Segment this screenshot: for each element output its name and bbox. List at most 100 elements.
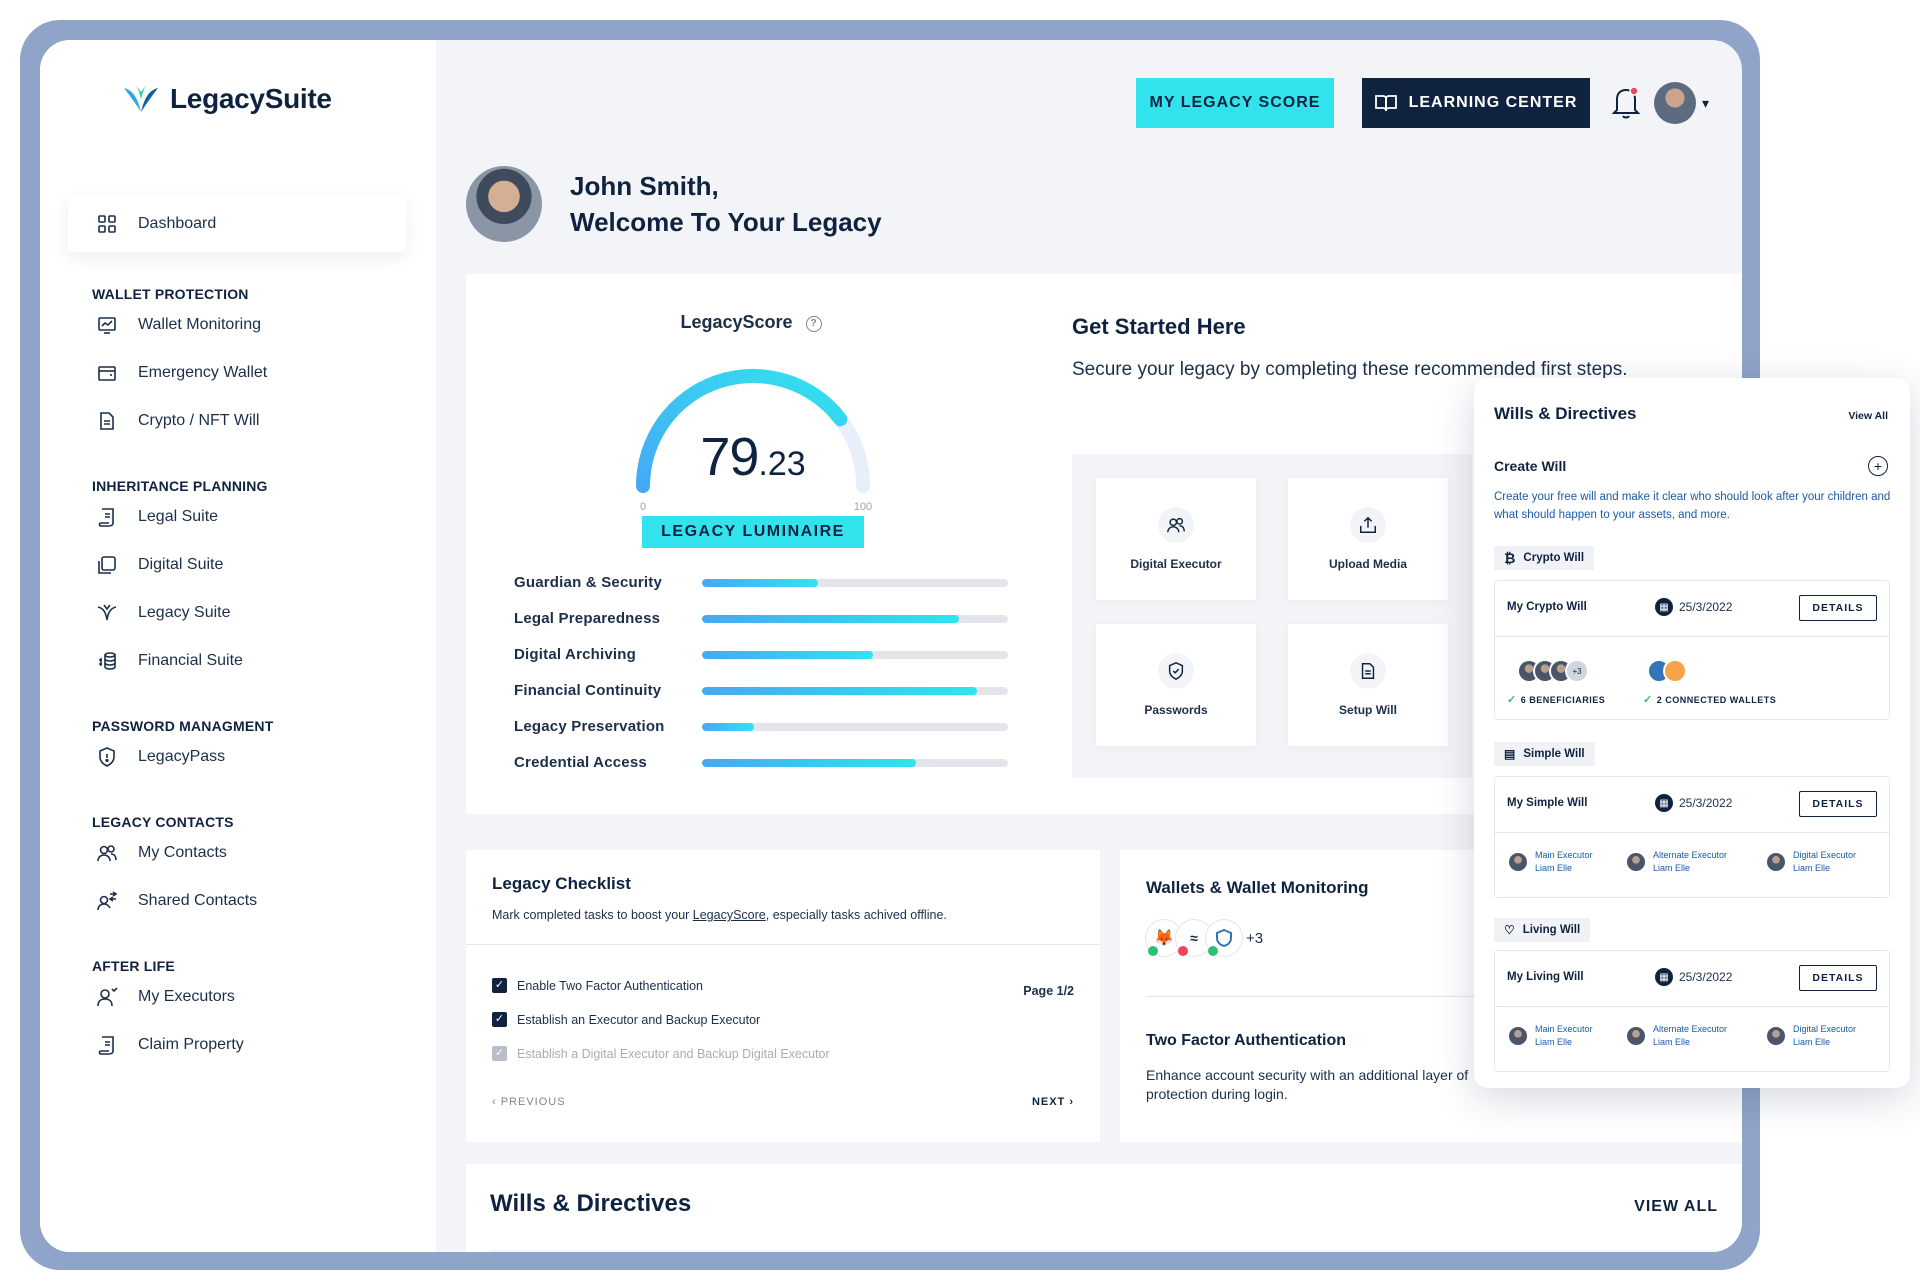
executor: Alternate Executor Liam Elle	[1625, 1023, 1727, 1049]
sidebar-item-legacy-suite[interactable]: Legacy Suite	[96, 598, 231, 628]
sidebar-item-crypto-nft-will[interactable]: Crypto / NFT Will	[96, 406, 259, 436]
wallets-title: Wallets & Wallet Monitoring	[1146, 878, 1369, 897]
avatar	[1625, 851, 1647, 873]
executor: Digital Executor Liam Elle	[1765, 1023, 1856, 1049]
my-legacy-score-button[interactable]: MY LEGACY SCORE	[1136, 78, 1334, 128]
book-icon	[1374, 95, 1397, 112]
create-will-title: Create Will	[1494, 458, 1567, 474]
tile-passwords[interactable]: Passwords	[1096, 624, 1256, 746]
sidebar-item-wallet-monitoring[interactable]: Wallet Monitoring	[96, 310, 261, 340]
legacy-score-title: LegacyScore ?	[466, 312, 1036, 333]
score-bar-track	[702, 578, 1008, 587]
user-avatar-button[interactable]	[1654, 82, 1696, 124]
legacyscore-link[interactable]: LegacyScore	[692, 908, 766, 922]
panel-view-all-link[interactable]: View All	[1848, 410, 1888, 422]
beneficiaries-label: 6 BENEFICIARIES	[1520, 694, 1606, 705]
tile-digital-executor[interactable]: Digital Executor	[1096, 478, 1256, 600]
divider	[466, 944, 1100, 945]
sidebar-item-legacypass[interactable]: LegacyPass	[96, 742, 225, 772]
score-bar-track	[702, 722, 1008, 731]
score-bar-label: Guardian & Security	[514, 574, 663, 591]
checkbox-checked[interactable]: ✓	[492, 1012, 507, 1027]
deed-icon	[98, 1036, 114, 1055]
previous-button[interactable]: ‹ PREVIOUS	[492, 1096, 566, 1108]
sidebar-item-label: Dashboard	[138, 215, 217, 232]
scroll-icon: ▤	[1504, 747, 1516, 761]
checkbox-checked[interactable]: ✓	[492, 978, 507, 993]
plus-icon: +	[1873, 458, 1883, 474]
legacy-checklist-card: Legacy Checklist Mark completed tasks to…	[466, 850, 1100, 1142]
chevron-down-icon[interactable]: ▾	[1702, 95, 1710, 111]
scroll-icon	[98, 508, 114, 527]
sidebar-item-dashboard[interactable]: Dashboard	[68, 196, 406, 252]
wallet-icons[interactable]: 🦊 ≈ +3	[1146, 920, 1263, 956]
get-started-title: Get Started Here	[1072, 314, 1246, 339]
notifications-button[interactable]	[1610, 84, 1642, 125]
executor-name: Liam Elle	[1653, 863, 1691, 873]
shield-icon	[99, 747, 115, 767]
nav-group-wallet-protection: WALLET PROTECTION	[92, 286, 249, 302]
next-button[interactable]: NEXT ›	[1031, 1096, 1074, 1108]
sidebar-item-digital-suite[interactable]: Digital Suite	[96, 550, 223, 580]
sidebar-item-label: Legacy Suite	[138, 604, 231, 621]
wills-list-placeholder	[490, 1250, 1718, 1252]
welcome-name: John Smith,	[570, 171, 719, 201]
help-icon[interactable]: ?	[805, 315, 822, 332]
simple-will-chip: ▤ Simple Will	[1494, 742, 1595, 766]
more-count: +3	[1565, 659, 1589, 683]
score-bar-row: Digital Archiving	[514, 646, 1034, 663]
nav-group-after-life: AFTER LIFE	[92, 958, 175, 974]
sidebar-item-financial-suite[interactable]: Financial Suite	[96, 646, 243, 676]
welcome-heading: John Smith, Welcome To Your Legacy	[570, 168, 882, 240]
details-button[interactable]: DETAILS	[1799, 791, 1877, 817]
checklist-item[interactable]: ✓ Establish an Executor and Backup Execut…	[492, 1012, 760, 1027]
divider	[1146, 996, 1742, 997]
score-bar-label: Financial Continuity	[514, 682, 662, 699]
tile-setup-will[interactable]: Setup Will	[1288, 624, 1448, 746]
learning-center-button[interactable]: LEARNING CENTER	[1362, 78, 1590, 128]
nav-group-inheritance-planning: INHERITANCE PLANNING	[92, 478, 268, 494]
executor-name: Liam Elle	[1535, 1037, 1573, 1047]
learning-center-label: LEARNING CENTER	[1408, 94, 1578, 111]
tile-upload-media[interactable]: Upload Media	[1288, 478, 1448, 600]
checklist-item-label: Enable Two Factor Authentication	[517, 978, 703, 993]
details-button[interactable]: DETAILS	[1799, 965, 1877, 991]
executor: Main Executor Liam Elle	[1507, 849, 1593, 875]
tile-label: Passwords	[1144, 703, 1208, 717]
score-bar-row: Credential Access	[514, 754, 1034, 771]
shield-check-icon	[1158, 653, 1194, 689]
details-button[interactable]: DETAILS	[1799, 595, 1877, 621]
executor-role: Alternate Executor	[1653, 1024, 1728, 1034]
sidebar-item-label: Shared Contacts	[138, 892, 258, 909]
living-will-card: My Living Will ▦ 25/3/2022 DETAILS Main E…	[1494, 950, 1890, 1072]
sidebar-item-legal-suite[interactable]: Legal Suite	[96, 502, 218, 532]
calendar-icon: ▦	[1655, 794, 1673, 812]
legacy-score-gauge: 0 100	[636, 369, 872, 513]
add-will-button[interactable]: +	[1868, 456, 1888, 476]
two-factor-title: Two Factor Authentication	[1146, 1032, 1346, 1049]
sidebar-item-shared-contacts[interactable]: Shared Contacts	[96, 886, 257, 916]
executor-role: Digital Executor	[1793, 850, 1857, 860]
will-row: My Crypto Will ▦ 25/3/2022 DETAILS	[1495, 581, 1889, 637]
sidebar-item-claim-property[interactable]: Claim Property	[96, 1030, 244, 1060]
checkbox-disabled[interactable]: ✓	[492, 1046, 507, 1061]
sidebar-item-label: Claim Property	[138, 1036, 244, 1053]
sidebar-item-label: Legal Suite	[138, 508, 219, 525]
brand-logo[interactable]: LegacySuite	[122, 82, 332, 116]
sidebar-item-my-executors[interactable]: My Executors	[96, 982, 235, 1012]
sidebar-item-emergency-wallet[interactable]: Emergency Wallet	[96, 358, 267, 388]
sidebar: LegacySuite Dashboard WALLET PROTECTION …	[40, 40, 436, 1252]
view-all-button[interactable]: VIEW ALL	[1634, 1198, 1718, 1215]
crypto-will-card: My Crypto Will ▦ 25/3/2022 DETAILS +3 ✓ 6 …	[1494, 580, 1890, 720]
sidebar-item-label: Financial Suite	[138, 652, 243, 669]
sidebar-item-label: Digital Suite	[138, 556, 224, 573]
check-icon: ✓	[1507, 694, 1517, 706]
executor-icon	[97, 987, 118, 1007]
avatar	[466, 166, 542, 242]
wallet-icon	[98, 366, 116, 381]
executor: Digital Executor Liam Elle	[1765, 849, 1856, 875]
checklist-item[interactable]: ✓ Enable Two Factor Authentication	[492, 978, 703, 993]
sidebar-item-my-contacts[interactable]: My Contacts	[96, 838, 227, 868]
checklist-item[interactable]: ✓ Establish a Digital Executor and Backup…	[492, 1046, 830, 1061]
score-bar-label: Digital Archiving	[514, 646, 637, 663]
